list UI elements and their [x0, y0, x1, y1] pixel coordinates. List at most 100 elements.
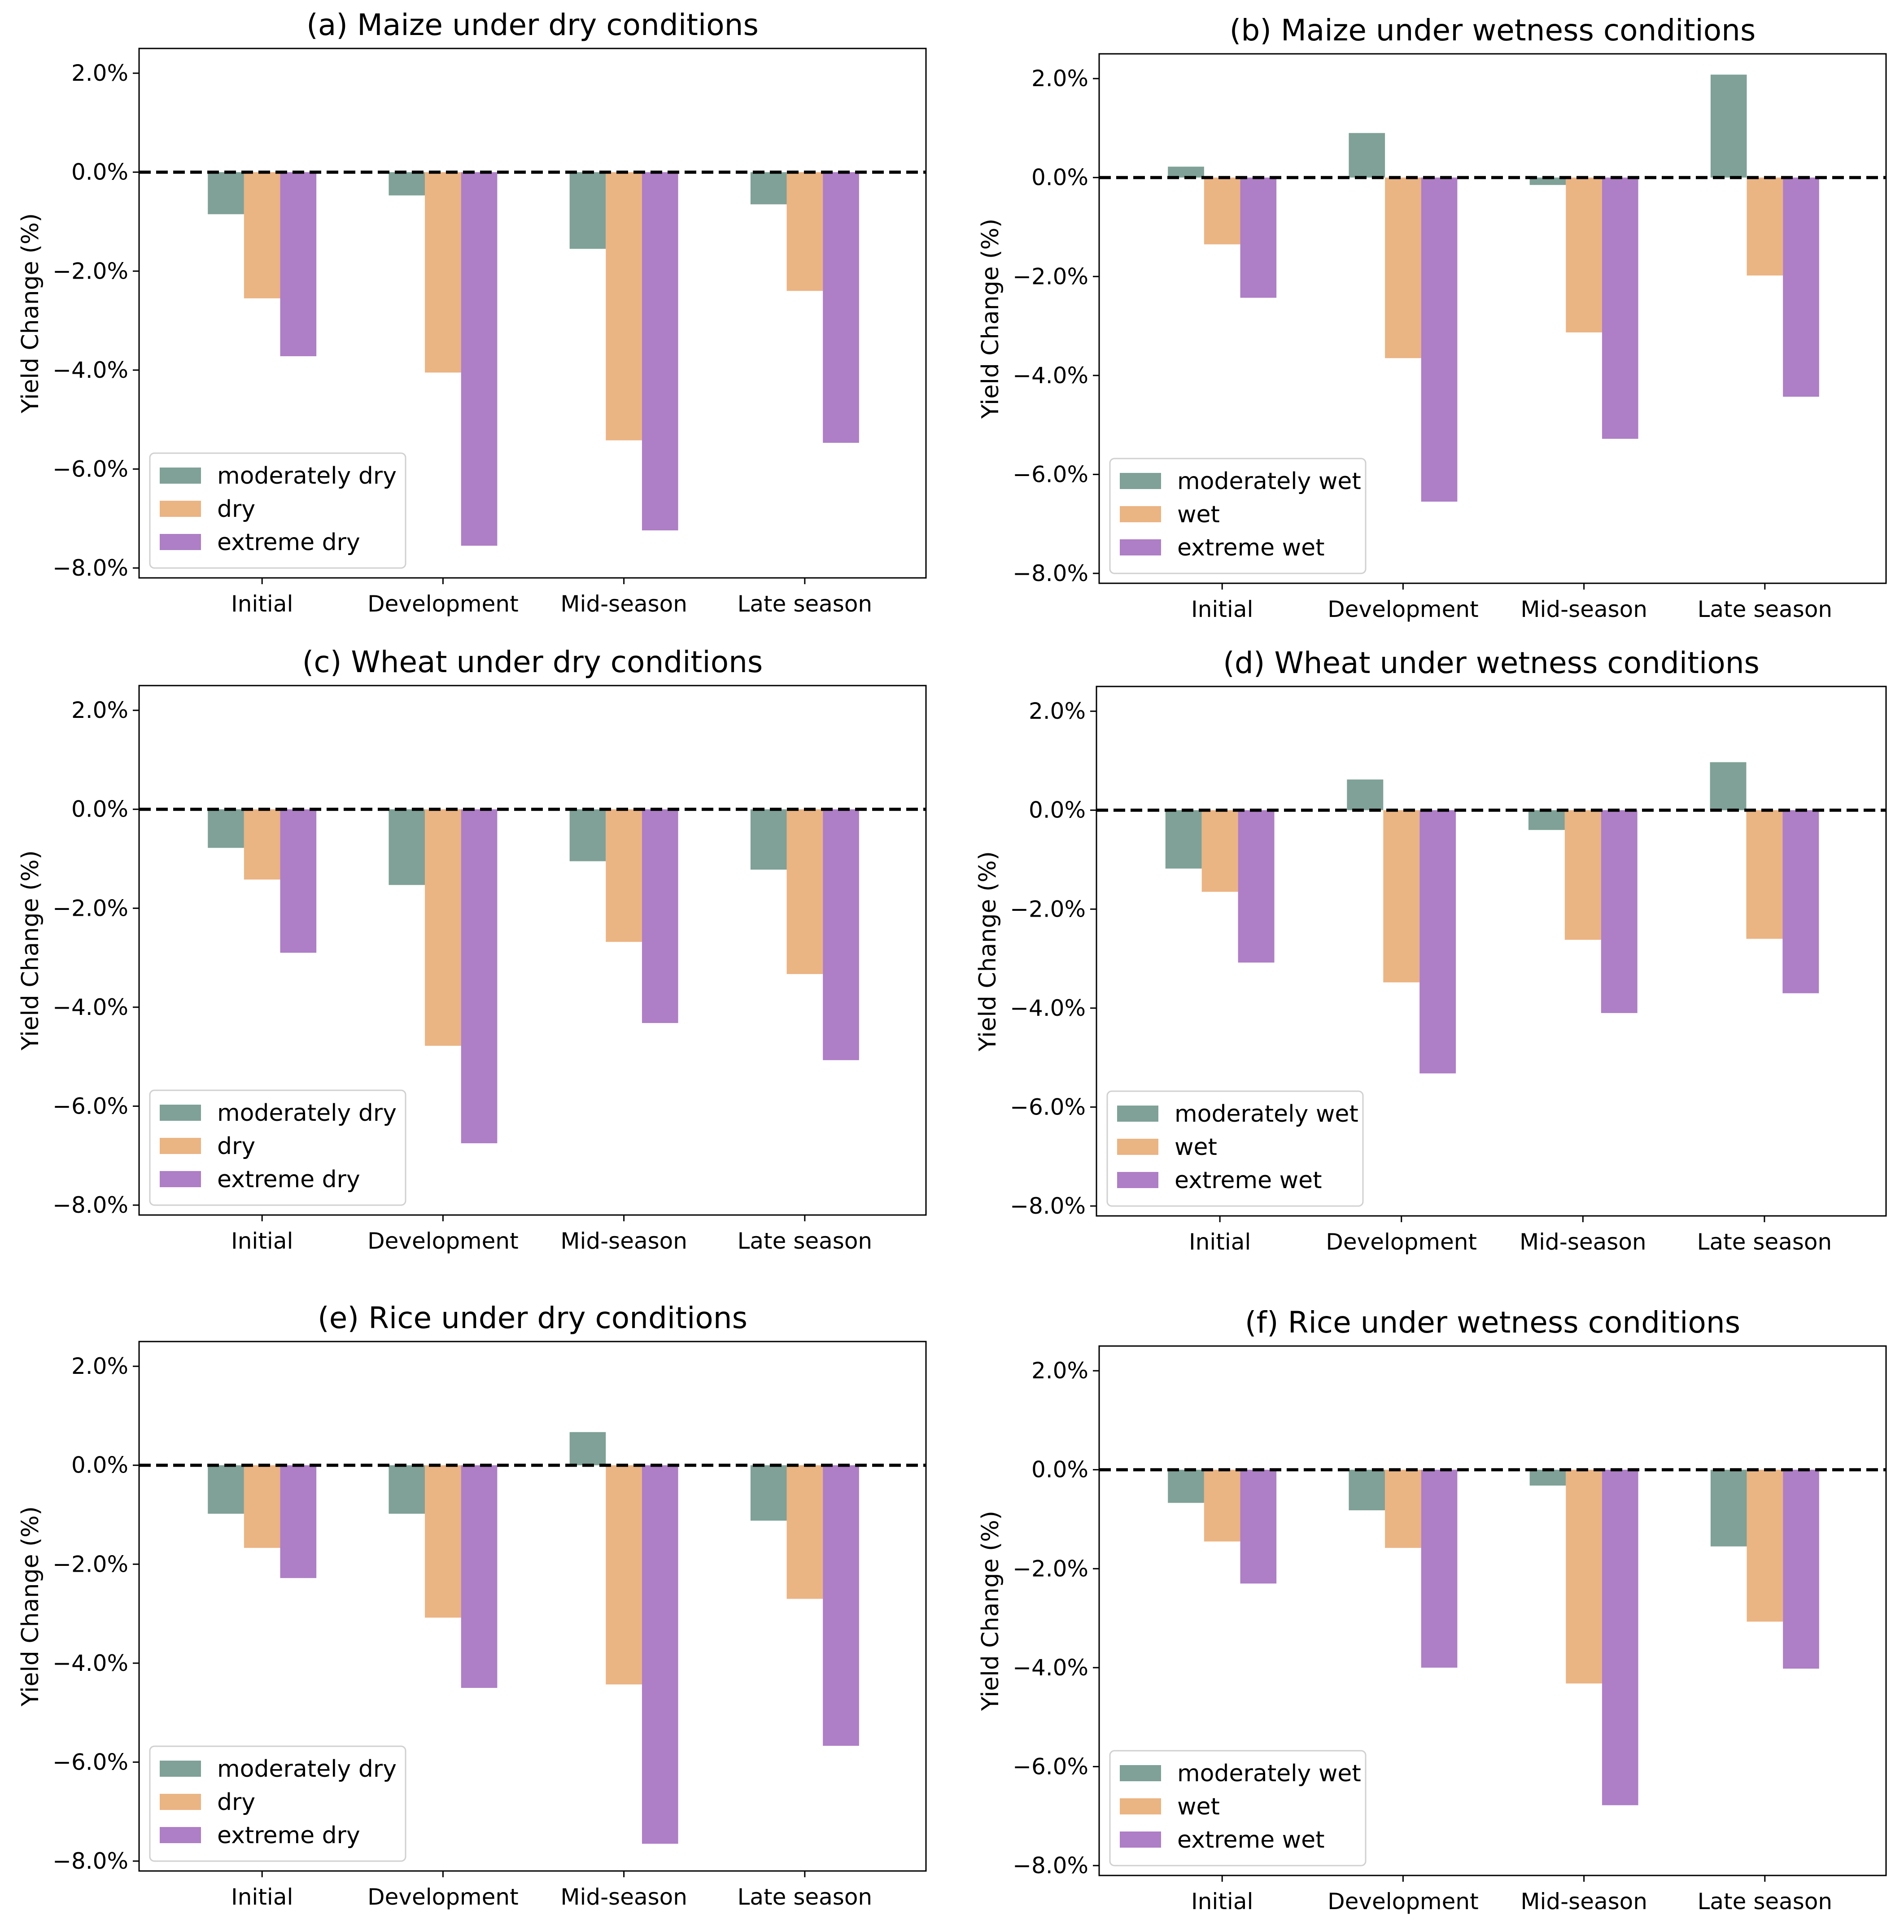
legend-label: moderately dry: [217, 463, 397, 490]
legend-label: wet: [1175, 1134, 1217, 1161]
bar-moderately-wet-late-season: [1710, 74, 1747, 178]
y-tick-label: 0.0%: [1031, 165, 1088, 191]
legend-swatch: [160, 1105, 201, 1121]
legend-box: [149, 1745, 406, 1862]
legend-swatch: [1120, 1831, 1161, 1848]
x-tick-label: Initial: [231, 591, 293, 617]
y-tick-label: −6.0%: [52, 456, 128, 482]
x-tick-label: Mid-season: [1520, 1229, 1646, 1255]
bar-extreme-dry-development: [461, 1465, 498, 1688]
legend-swatch: [160, 468, 201, 484]
legend-label: extreme wet: [1175, 1167, 1322, 1194]
legend: moderately wet wet extreme wet: [1106, 1090, 1364, 1207]
bar-extreme-dry-late-season: [823, 809, 859, 1060]
x-tick-label: Development: [1328, 1888, 1479, 1915]
plot-frame: [1098, 53, 1887, 584]
bar-dry-mid-season: [606, 172, 642, 441]
x-tick-label: Initial: [1189, 1229, 1251, 1255]
legend-swatch: [1117, 1172, 1158, 1188]
bar-extreme-dry-late-season: [823, 1465, 859, 1746]
bar-dry-initial: [244, 172, 280, 298]
bar-extreme-dry-mid-season: [642, 809, 678, 1023]
plot-frame: [138, 1341, 927, 1872]
legend-label: moderately wet: [1177, 1760, 1361, 1787]
legend-label: moderately dry: [217, 1756, 397, 1783]
bar-moderately-dry-development: [389, 1465, 425, 1514]
bar-wet-late-season: [1746, 810, 1783, 939]
y-tick-label: 2.0%: [1031, 66, 1088, 92]
x-tick-label: Development: [1328, 596, 1479, 622]
legend-box: [1106, 1090, 1364, 1207]
y-tick-label: 2.0%: [1031, 1358, 1088, 1384]
bar-dry-initial: [244, 1465, 280, 1548]
legend-swatch: [1120, 473, 1161, 489]
legend: moderately dry dry extreme dry: [149, 1745, 406, 1862]
y-axis-label: Yield Change (%): [977, 1511, 1004, 1711]
bar-moderately-dry-initial: [208, 172, 244, 214]
chart-a: 2.0% 0.0% −2.0% −4.0% −6.0% −8.0% Initial Devel…: [17, 8, 927, 617]
bar-extreme-wet-development: [1419, 810, 1456, 1074]
legend-swatch: [160, 1761, 201, 1777]
y-tick-label: −2.0%: [52, 895, 128, 921]
bar-extreme-wet-mid-season: [1602, 177, 1638, 439]
bar-extreme-wet-late-season: [1783, 1469, 1819, 1669]
legend-swatch: [160, 534, 201, 550]
bar-dry-late-season: [786, 172, 823, 291]
bar-wet-mid-season: [1566, 177, 1602, 332]
chart-e: 2.0% 0.0% −2.0% −4.0% −6.0% −8.0% Initial Devel…: [17, 1301, 927, 1910]
y-axis-label: Yield Change (%): [17, 850, 44, 1051]
chart-b: 2.0% 0.0% −2.0% −4.0% −6.0% −8.0% Initial Devel…: [977, 13, 1887, 622]
x-tick-label: Development: [367, 591, 519, 617]
bar-moderately-dry-mid-season: [569, 809, 606, 861]
bar-extreme-wet-initial: [1238, 810, 1275, 963]
legend-swatch: [1120, 539, 1161, 555]
x-tick-label: Mid-season: [560, 1884, 687, 1910]
bar-moderately-wet-development: [1349, 1469, 1385, 1511]
y-tick-label: −6.0%: [1013, 461, 1088, 487]
y-tick-label: −2.0%: [52, 258, 128, 284]
chart-title: (a) Maize under dry conditions: [306, 8, 759, 42]
legend-label: extreme wet: [1177, 534, 1325, 561]
chart-title: (b) Maize under wetness conditions: [1230, 13, 1756, 48]
y-tick-label: −4.0%: [52, 357, 128, 383]
x-tick-label: Mid-season: [560, 1228, 687, 1254]
y-axis-label: Yield Change (%): [977, 219, 1004, 419]
y-tick-label: −6.0%: [1013, 1753, 1088, 1779]
legend-label: moderately wet: [1177, 468, 1361, 495]
x-tick-label: Mid-season: [1520, 596, 1647, 622]
bar-extreme-wet-development: [1421, 1469, 1458, 1668]
bar-wet-development: [1385, 1469, 1421, 1548]
chart-f: 2.0% 0.0% −2.0% −4.0% −6.0% −8.0% Initial Devel…: [977, 1305, 1887, 1915]
legend-box: [1109, 458, 1367, 574]
y-tick-label: −8.0%: [52, 1848, 128, 1874]
x-tick-label: Late season: [738, 1228, 873, 1254]
x-tick-label: Initial: [231, 1884, 293, 1910]
legend-box: [149, 452, 406, 569]
plot-frame: [1096, 686, 1887, 1217]
bar-moderately-wet-late-season: [1710, 762, 1747, 810]
plot-frame: [138, 685, 927, 1216]
bar-wet-development: [1385, 177, 1421, 358]
bar-moderately-wet-mid-season: [1528, 810, 1565, 830]
x-tick-label: Development: [1326, 1229, 1477, 1255]
x-tick-label: Mid-season: [1520, 1888, 1647, 1915]
bar-extreme-dry-late-season: [823, 172, 859, 443]
y-tick-label: 0.0%: [1031, 1457, 1088, 1483]
legend-swatch: [160, 501, 201, 517]
bar-dry-late-season: [786, 809, 823, 974]
bar-dry-initial: [244, 809, 280, 880]
chart-d: 2.0% 0.0% −2.0% −4.0% −6.0% −8.0% Initial Devel…: [974, 646, 1887, 1255]
legend: moderately dry dry extreme dry: [149, 452, 406, 569]
bar-dry-mid-season: [606, 1465, 642, 1685]
legend-label: dry: [217, 1133, 255, 1160]
y-axis-label: Yield Change (%): [17, 1506, 44, 1707]
bar-extreme-wet-late-season: [1782, 810, 1819, 993]
bar-moderately-wet-mid-season: [1529, 1469, 1566, 1486]
bar-extreme-dry-initial: [280, 1465, 317, 1578]
y-tick-label: 2.0%: [71, 60, 128, 86]
bar-extreme-dry-mid-season: [642, 1465, 678, 1844]
legend-swatch: [1120, 1798, 1161, 1814]
y-tick-label: −4.0%: [1010, 995, 1086, 1021]
legend-swatch: [1120, 506, 1161, 522]
